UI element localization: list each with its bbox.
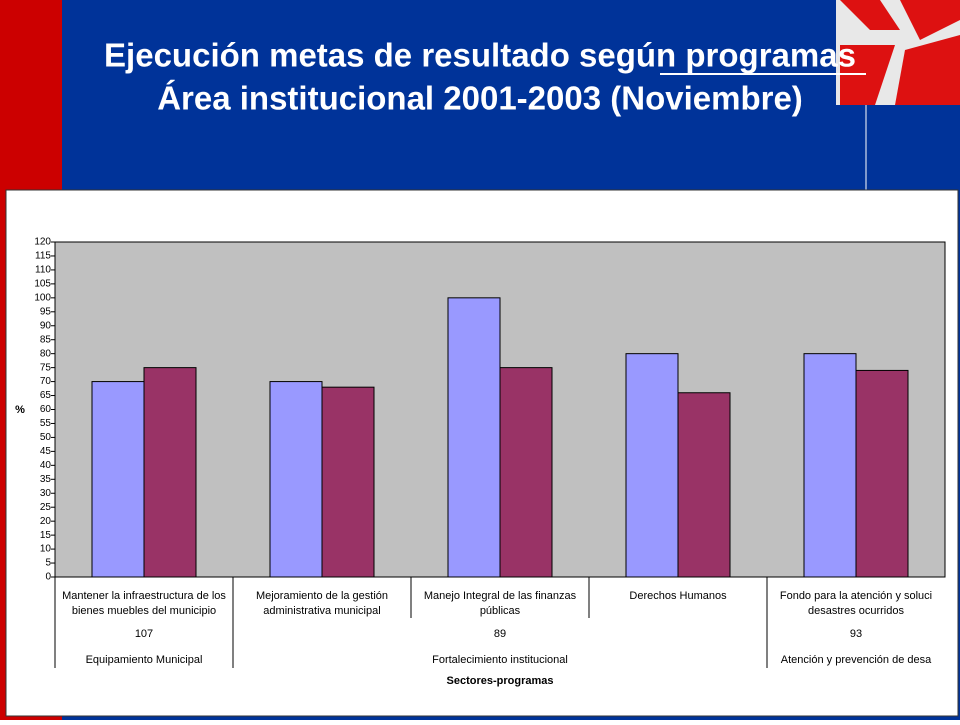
y-tick-label: 105 — [34, 279, 51, 290]
y-tick-label: 90 — [40, 320, 52, 331]
y-tick-label: 95 — [40, 306, 52, 317]
y-tick-label: 5 — [45, 558, 51, 569]
x-tick-label: Mejoramiento de la gestión — [256, 590, 388, 602]
sector-code: 93 — [850, 628, 862, 640]
bar — [143, 367, 197, 578]
y-tick-label: 10 — [40, 544, 52, 555]
y-tick-label: 85 — [40, 334, 52, 345]
y-tick-label: 55 — [40, 418, 52, 429]
y-tick-label: 30 — [40, 488, 52, 499]
y-tick-label: 100 — [34, 292, 51, 303]
bar — [677, 392, 731, 578]
y-tick-label: 35 — [40, 474, 52, 485]
logo — [836, 0, 960, 105]
bar — [269, 381, 323, 578]
sector-name: Atención y prevención de desa — [781, 654, 932, 666]
y-tick-label: 115 — [35, 251, 51, 262]
y-tick-label: 75 — [40, 362, 52, 373]
y-tick-label: 60 — [40, 404, 52, 415]
y-tick-label: 50 — [40, 432, 52, 443]
x-tick-label: Mantener la infraestructura de los — [62, 590, 226, 602]
y-tick-label: 70 — [40, 376, 52, 387]
bar — [447, 297, 501, 578]
y-tick-label: 80 — [40, 348, 52, 359]
title-line: Área institucional 2001-2003 (Noviembre) — [157, 80, 803, 117]
y-tick-label: 40 — [40, 460, 52, 471]
sector-code: 107 — [135, 628, 153, 640]
x-tick-label: Derechos Humanos — [629, 590, 727, 602]
title-line: Ejecución metas de resultado según progr… — [104, 37, 856, 74]
y-tick-label: 65 — [40, 390, 52, 401]
bar — [625, 353, 679, 578]
x-tick-label: Fondo para la atención y soluci — [780, 590, 932, 602]
x-tick-label: públicas — [480, 605, 521, 617]
bar — [803, 353, 857, 578]
bar — [91, 381, 145, 578]
y-axis-label: % — [15, 404, 25, 416]
x-axis-label: Sectores-programas — [447, 675, 554, 687]
bar — [321, 386, 375, 578]
sector-name: Equipamiento Municipal — [86, 654, 203, 666]
bar — [855, 369, 909, 578]
x-tick-label: administrativa municipal — [263, 605, 380, 617]
sector-code: 89 — [494, 628, 506, 640]
sector-name: Fortalecimiento institucional — [432, 654, 568, 666]
y-tick-label: 15 — [40, 530, 52, 541]
y-tick-label: 0 — [45, 572, 51, 583]
bar — [499, 367, 553, 578]
y-tick-label: 110 — [35, 265, 51, 276]
y-tick-label: 20 — [40, 516, 52, 527]
y-tick-label: 45 — [40, 446, 52, 457]
y-tick-label: 120 — [34, 237, 51, 248]
x-tick-label: Manejo Integral de las finanzas — [424, 590, 577, 602]
x-tick-label: desastres ocurridos — [808, 605, 904, 617]
x-tick-label: bienes muebles del municipio — [72, 605, 216, 617]
chart: 0 5 10 15 20 25 30 35 40 45 50 55 60 65 70 75 80 85 90 95 10… — [15, 237, 946, 687]
y-tick-label: 25 — [40, 502, 52, 513]
